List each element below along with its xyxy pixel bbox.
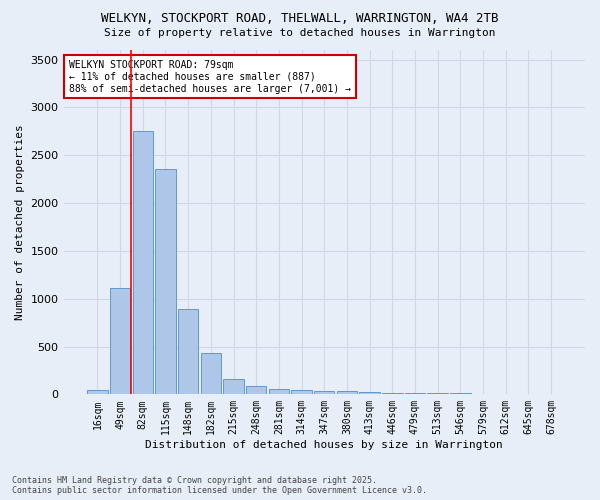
Text: WELKYN, STOCKPORT ROAD, THELWALL, WARRINGTON, WA4 2TB: WELKYN, STOCKPORT ROAD, THELWALL, WARRIN… — [101, 12, 499, 26]
Bar — [359, 392, 380, 394]
Y-axis label: Number of detached properties: Number of detached properties — [15, 124, 25, 320]
Bar — [178, 309, 199, 394]
Bar — [246, 386, 266, 394]
Text: WELKYN STOCKPORT ROAD: 79sqm
← 11% of detached houses are smaller (887)
88% of s: WELKYN STOCKPORT ROAD: 79sqm ← 11% of de… — [69, 60, 351, 94]
Text: Size of property relative to detached houses in Warrington: Size of property relative to detached ho… — [104, 28, 496, 38]
Bar — [292, 390, 312, 394]
X-axis label: Distribution of detached houses by size in Warrington: Distribution of detached houses by size … — [145, 440, 503, 450]
Bar — [200, 353, 221, 395]
Bar — [337, 392, 357, 394]
Bar — [87, 390, 107, 394]
Bar — [427, 393, 448, 394]
Bar — [405, 393, 425, 394]
Bar — [382, 393, 403, 394]
Bar — [223, 378, 244, 394]
Bar — [110, 288, 130, 395]
Bar — [133, 132, 153, 394]
Text: Contains HM Land Registry data © Crown copyright and database right 2025.
Contai: Contains HM Land Registry data © Crown c… — [12, 476, 427, 495]
Bar — [155, 168, 176, 394]
Bar — [314, 390, 334, 394]
Bar — [269, 389, 289, 394]
